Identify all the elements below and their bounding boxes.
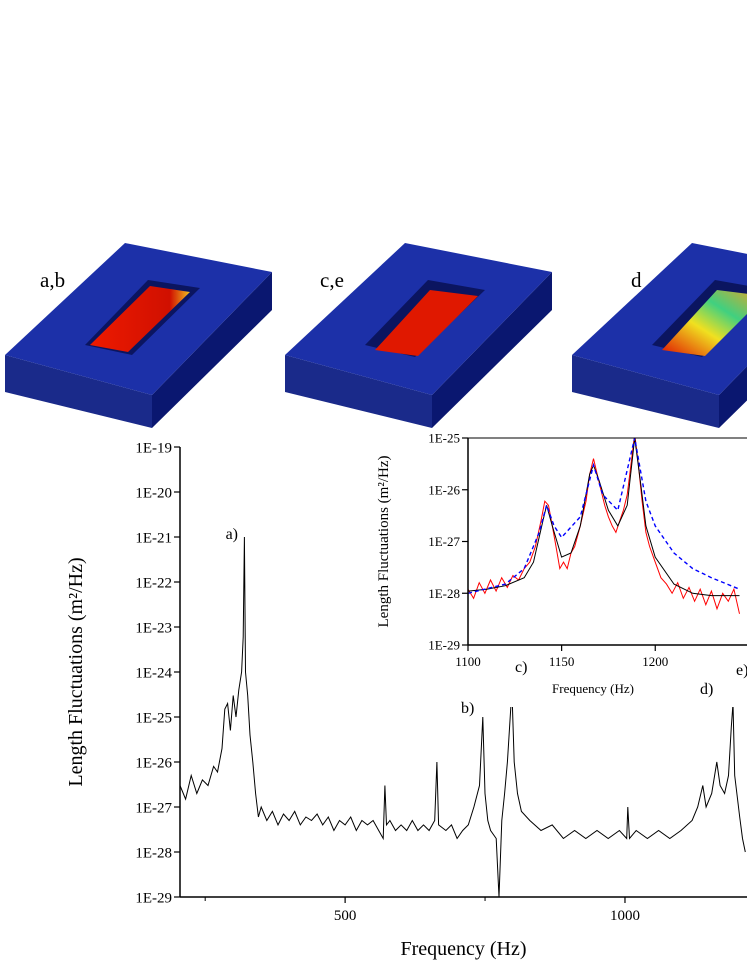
- x-tick-label: 1150: [549, 654, 575, 669]
- image-label: a,b: [40, 268, 65, 292]
- annotation: b): [461, 700, 474, 717]
- x-tick-label: 1200: [642, 654, 668, 669]
- image-label: d: [631, 268, 642, 292]
- annotation: d): [700, 681, 713, 698]
- x-tick-label: 1100: [455, 654, 481, 669]
- y-tick-label: 1E-25: [428, 431, 460, 446]
- plot-area: [468, 438, 740, 614]
- y-tick-label: 1E-24: [135, 665, 172, 681]
- y-tick-label: 1E-26: [135, 755, 172, 771]
- y-axis-label: Length Fluctuations (m²/Hz): [376, 456, 392, 628]
- y-tick-label: 1E-22: [135, 575, 172, 591]
- data-line: [468, 438, 740, 594]
- y-tick-label: 1E-21: [135, 530, 172, 546]
- data-line: [468, 438, 740, 614]
- main-chart: 1E-19 1E-20 1E-21 1E-22 1E-23 1E-24 1E-25 1E-26…: [65, 440, 747, 960]
- mode-image: a,b: [5, 243, 272, 428]
- annotation: a): [226, 526, 238, 543]
- x-axis-label: Frequency (Hz): [552, 681, 634, 696]
- y-tick-label: 1E-23: [135, 620, 172, 636]
- x-tick-label: 500: [334, 908, 357, 924]
- image-label: c,e: [320, 268, 344, 292]
- y-tick-label: 1E-29: [135, 890, 172, 906]
- data-line: [180, 536, 746, 898]
- x-tick-label: 1000: [610, 908, 640, 924]
- annotation: c): [515, 659, 527, 676]
- mode-image: d: [572, 243, 747, 428]
- y-tick-label: 1E-20: [135, 485, 172, 501]
- y-tick-label: 1E-27: [135, 800, 172, 816]
- y-tick-label: 1E-26: [428, 482, 460, 497]
- y-tick-label: 1E-25: [135, 710, 172, 726]
- inset-background: [368, 430, 747, 707]
- plot-area: [180, 536, 746, 898]
- x-axis-label: Frequency (Hz): [400, 938, 526, 960]
- y-axis-label: Length Fluctuations (m²/Hz): [65, 557, 87, 786]
- y-tick-label: 1E-19: [135, 440, 172, 456]
- y-tick-label: 1E-28: [135, 845, 172, 861]
- y-tick-label: 1E-28: [428, 586, 460, 601]
- mode-image: c,e: [285, 243, 552, 428]
- y-tick-label: 1E-29: [428, 638, 460, 653]
- y-tick-label: 1E-27: [428, 534, 460, 549]
- annotation: e): [736, 662, 747, 679]
